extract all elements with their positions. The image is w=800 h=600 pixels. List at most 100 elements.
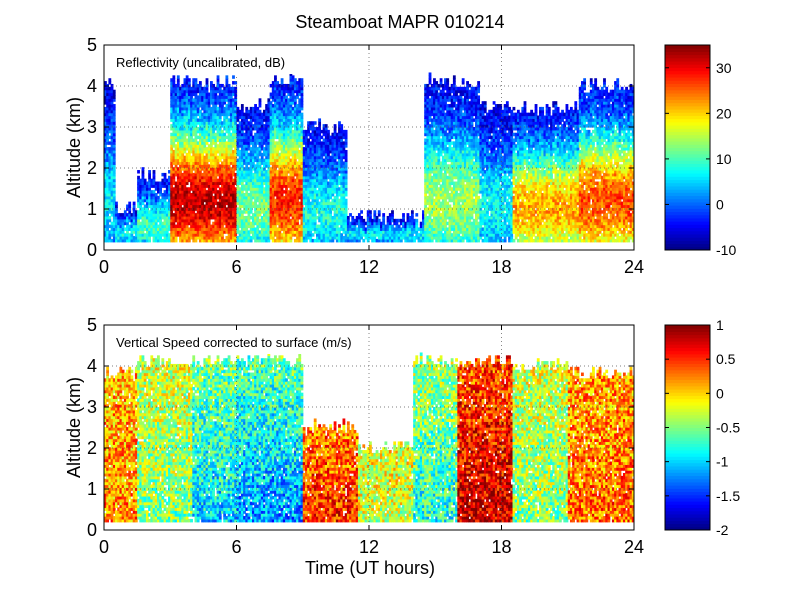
heatmap-cell (148, 193, 151, 197)
heatmap-cell (274, 95, 277, 99)
heatmap-cell (225, 187, 229, 191)
heatmap-cell (187, 187, 191, 191)
heatmap-cell (216, 195, 220, 200)
heatmap-cell (203, 172, 207, 177)
heatmap-cell (296, 161, 299, 165)
heatmap-cell (254, 172, 257, 177)
heatmap-cell (119, 233, 123, 237)
heatmap-cell (104, 141, 107, 145)
heatmap-cell (302, 224, 306, 229)
heatmap-cell (179, 149, 182, 154)
heatmap-cell (318, 236, 322, 240)
heatmap-cell (293, 207, 297, 211)
heatmap-cell (276, 213, 280, 217)
heatmap-cell (309, 215, 313, 220)
heatmap-cell (170, 135, 174, 140)
heatmap-cell (214, 224, 218, 229)
heatmap-cell (112, 106, 116, 111)
heatmap-cell (185, 210, 189, 214)
heatmap-cell (192, 158, 196, 163)
heatmap-cell (221, 101, 224, 105)
heatmap-cell (271, 112, 275, 117)
heatmap-cell (130, 221, 134, 226)
heatmap-cell (170, 118, 174, 122)
heatmap-cell (276, 109, 280, 114)
heatmap-cell (185, 190, 189, 194)
heatmap-cell (172, 155, 176, 160)
heatmap-cell (183, 92, 187, 97)
heatmap-cell (108, 172, 112, 177)
heatmap-cell (210, 181, 213, 185)
heatmap-cell (150, 181, 154, 185)
heatmap-cell (141, 201, 145, 206)
heatmap-cell (212, 215, 216, 220)
heatmap-cell (324, 236, 328, 240)
heatmap-cell (289, 115, 293, 119)
heatmap-cell (170, 201, 174, 206)
heatmap-cell (318, 161, 322, 165)
heatmap-cell (148, 178, 151, 183)
heatmap-cell (196, 135, 200, 140)
heatmap-cell (245, 112, 249, 117)
heatmap-cell (322, 238, 326, 243)
heatmap-cell (258, 141, 262, 145)
heatmap-cell (232, 112, 235, 117)
heatmap-cell (172, 170, 176, 174)
heatmap-cell (192, 193, 196, 197)
heatmap-cell (265, 178, 269, 183)
heatmap-cell (276, 172, 280, 177)
heatmap-cell (163, 218, 167, 223)
heatmap-cell (183, 172, 187, 177)
heatmap-cell (289, 181, 293, 185)
heatmap-cell (205, 89, 209, 94)
heatmap-cell (307, 184, 310, 188)
heatmap-cell (267, 175, 271, 180)
heatmap-cell (316, 129, 319, 134)
heatmap-cell (311, 178, 315, 183)
heatmap-cell (150, 204, 154, 208)
heatmap-cell (249, 152, 253, 157)
heatmap-cell (291, 161, 295, 165)
heatmap-cell (240, 164, 244, 168)
heatmap-cell (327, 175, 330, 180)
heatmap-cell (254, 112, 257, 117)
heatmap-cell (205, 178, 209, 183)
heatmap-cell (289, 72, 293, 76)
heatmap-cell (212, 129, 216, 134)
heatmap-cell (194, 152, 198, 157)
heatmap-cell (218, 190, 222, 194)
heatmap-cell (300, 175, 304, 180)
heatmap-cell (329, 195, 333, 200)
heatmap-cell (278, 204, 282, 208)
heatmap-cell (329, 178, 333, 183)
heatmap-cell (333, 195, 337, 200)
heatmap-cell (256, 106, 260, 111)
heatmap-cell (309, 204, 313, 208)
heatmap-cell (238, 224, 242, 229)
heatmap-cell (174, 158, 178, 163)
heatmap-cell (236, 167, 240, 171)
heatmap-cell (232, 161, 235, 165)
heatmap-cell (187, 175, 191, 180)
heatmap-cell (196, 198, 200, 203)
heatmap-cell (287, 127, 291, 131)
heatmap-cell (172, 227, 176, 231)
heatmap-cell (185, 221, 189, 226)
heatmap-cell (280, 129, 284, 134)
heatmap-cell (282, 132, 286, 137)
heatmap-cell (251, 230, 255, 234)
heatmap-cell (276, 230, 280, 234)
heatmap-cell (192, 101, 196, 105)
heatmap-cell (260, 121, 264, 125)
heatmap-cell (212, 115, 216, 119)
heatmap-cell (201, 164, 204, 168)
heatmap-cell (216, 207, 220, 211)
heatmap-cell (329, 221, 333, 226)
heatmap-cell (108, 155, 112, 160)
heatmap-cell (271, 195, 275, 200)
heatmap-cell (320, 213, 324, 217)
heatmap-cell (190, 221, 193, 226)
heatmap-cell (304, 218, 308, 223)
heatmap-cell (278, 193, 282, 197)
heatmap-cell (179, 213, 182, 217)
